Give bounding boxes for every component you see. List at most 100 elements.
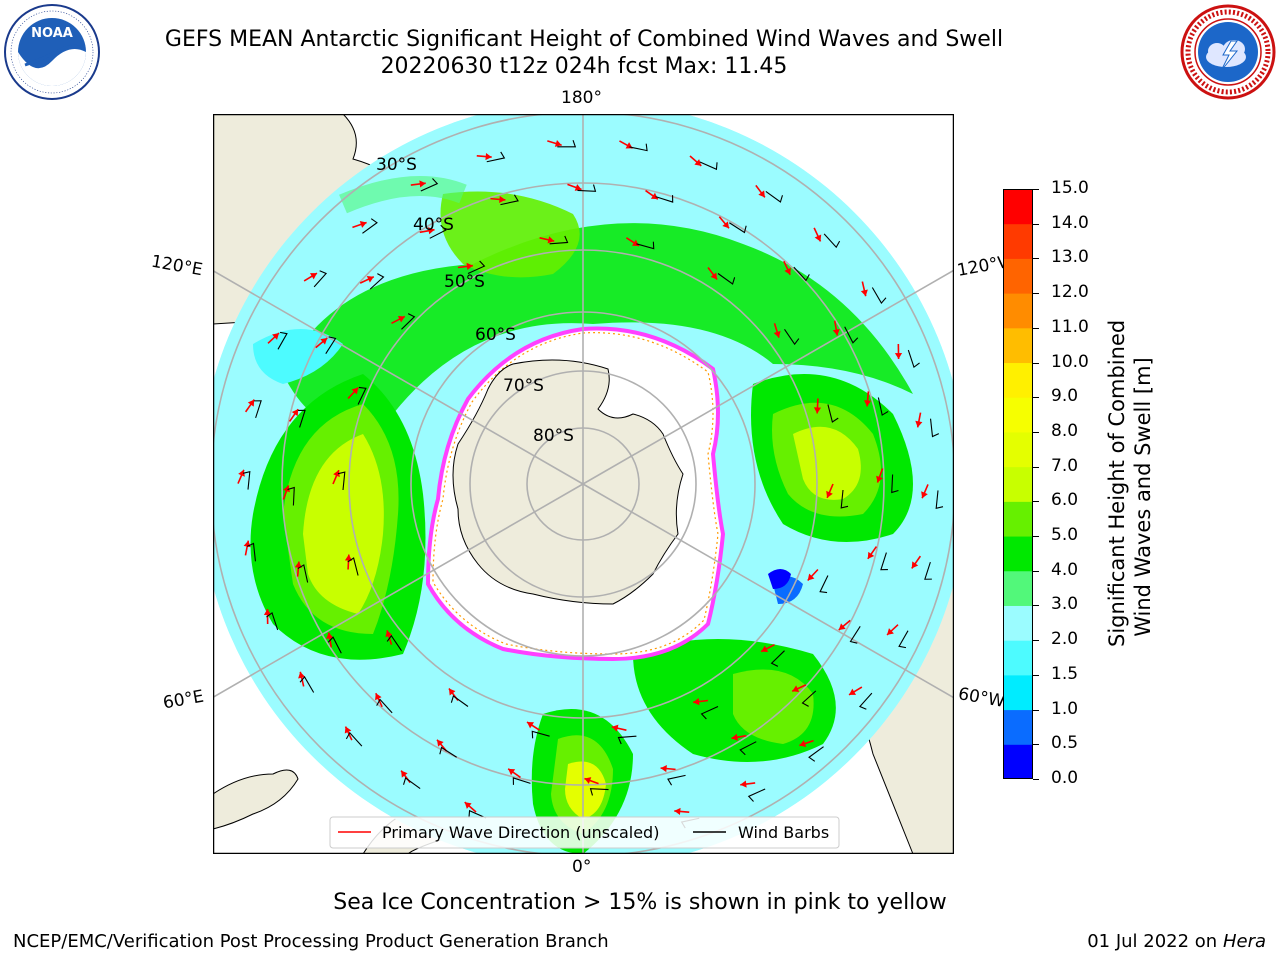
wind-barb bbox=[313, 270, 328, 288]
colorbar-band bbox=[1003, 327, 1033, 364]
wind-barb bbox=[877, 397, 889, 416]
wave-arrow-head bbox=[263, 608, 272, 616]
wind-barb bbox=[898, 630, 909, 649]
lat-label-40s: 40°S bbox=[413, 215, 454, 235]
wave-arrow-head bbox=[427, 227, 435, 235]
wave-arrow-head bbox=[863, 400, 872, 407]
wind-barb bbox=[327, 636, 342, 654]
colorbar-tick-mark bbox=[1033, 501, 1039, 503]
wind-barb bbox=[808, 746, 824, 762]
wave-arrow-head bbox=[921, 491, 928, 499]
colorbar-tick-mark bbox=[1033, 258, 1039, 260]
lat-label-80s: 80°S bbox=[533, 426, 574, 446]
colorbar-tick-label: 0.0 bbox=[1051, 768, 1079, 788]
wind-barb bbox=[784, 328, 800, 346]
colorbar-tick-label: 14.0 bbox=[1051, 212, 1089, 233]
wave-arrow-head bbox=[792, 685, 800, 692]
wind-barb bbox=[486, 151, 506, 163]
wind-barb bbox=[827, 404, 839, 423]
colorbar-band bbox=[1003, 431, 1033, 468]
wind-barb bbox=[729, 222, 747, 234]
wave-arrow-head bbox=[309, 273, 317, 280]
wind-barb bbox=[299, 675, 315, 693]
wind-barb bbox=[557, 139, 577, 148]
noaa-logo: NOAA bbox=[4, 4, 100, 100]
wind-barb bbox=[891, 474, 899, 494]
wave-arrow-head bbox=[385, 630, 393, 638]
colorbar-title-line2: Wind Waves and Swell [m] bbox=[1131, 357, 1155, 637]
colorbar-tick-label: 4.0 bbox=[1051, 559, 1079, 580]
map-frame bbox=[213, 114, 954, 854]
wave-arrow-head bbox=[674, 807, 681, 816]
wave-arrow-head bbox=[813, 407, 822, 414]
wave-arrow-head bbox=[693, 698, 700, 706]
wind-barb bbox=[401, 313, 416, 330]
wind-barb bbox=[739, 741, 757, 756]
colorbar-tick-mark bbox=[1033, 189, 1039, 190]
wave-arrows bbox=[237, 140, 929, 816]
colorbar-tick-label: 3.0 bbox=[1051, 594, 1079, 615]
wave-arrow-head bbox=[464, 802, 472, 809]
wind-barb bbox=[924, 561, 932, 580]
wind-barb bbox=[801, 690, 817, 707]
wind-barb bbox=[386, 634, 402, 652]
colorbar-band bbox=[1003, 570, 1033, 606]
wind-barb bbox=[347, 557, 359, 576]
wave-arrow-head bbox=[814, 234, 822, 242]
wave-arrow-head bbox=[508, 768, 516, 776]
wind-barb bbox=[345, 731, 363, 747]
legend-wave-label: Primary Wave Direction (unscaled) bbox=[382, 823, 659, 842]
wave-arrow-head bbox=[359, 221, 367, 228]
polar-map: 30°S 40°S 50°S 60°S 70°S 80°S Primary Wa… bbox=[213, 114, 954, 854]
wind-barb bbox=[500, 194, 519, 206]
wave-arrow-head bbox=[526, 722, 534, 729]
colorbar-tick-mark bbox=[1033, 466, 1039, 468]
wind-barb bbox=[468, 809, 487, 819]
wave-arrow-head bbox=[722, 221, 729, 229]
wind-barb bbox=[297, 564, 309, 583]
wind-barb bbox=[871, 287, 887, 305]
colorbar-band bbox=[1003, 640, 1033, 676]
wave-arrow-head bbox=[740, 780, 747, 788]
map-subtitle: 20220630 t12z 024h fcst Max: 11.45 bbox=[380, 54, 788, 79]
wave-arrow-head bbox=[773, 330, 781, 338]
legend-wind-label: Wind Barbs bbox=[738, 823, 829, 842]
wave-arrow-head bbox=[915, 420, 923, 428]
wind-barb bbox=[770, 650, 785, 667]
lon-label-120e: 120°E bbox=[149, 251, 205, 281]
wave-arrow-head bbox=[351, 387, 359, 395]
wave-arrow-head bbox=[887, 628, 894, 635]
lon-label-60w: 60°W bbox=[956, 684, 1007, 712]
nws-logo bbox=[1180, 4, 1276, 100]
wave-arrow-head bbox=[247, 399, 255, 407]
colorbar-band bbox=[1003, 501, 1033, 537]
wave-arrow-head bbox=[291, 409, 299, 417]
wind-barb bbox=[577, 184, 597, 192]
wave-arrow-head bbox=[650, 192, 658, 200]
wave-arrow-head bbox=[401, 770, 408, 778]
colorbar-band bbox=[1003, 362, 1033, 398]
wave-arrow-head bbox=[238, 469, 245, 477]
colorbar-tick-label: 1.0 bbox=[1051, 698, 1079, 719]
wave-arrow-head bbox=[894, 352, 903, 360]
colorbar-tick-mark bbox=[1033, 640, 1039, 642]
wind-barb bbox=[337, 471, 346, 491]
colorbar-band bbox=[1003, 674, 1033, 711]
wave-arrow-head bbox=[611, 724, 619, 732]
colorbar-tick-mark bbox=[1033, 431, 1039, 433]
wave-arrow-head bbox=[298, 671, 306, 679]
colorbar-title-line1: Significant Height of Combined bbox=[1105, 319, 1129, 647]
footer-date-text: 01 Jul 2022 on bbox=[1087, 931, 1223, 952]
colorbar-band bbox=[1003, 466, 1033, 502]
colorbar-tick-mark bbox=[1033, 779, 1039, 780]
wave-arrow-head bbox=[397, 315, 405, 323]
wind-barb bbox=[287, 486, 295, 506]
wind-barb bbox=[793, 266, 810, 282]
wind-barb bbox=[467, 260, 486, 274]
wind-barb bbox=[450, 695, 469, 707]
wave-arrow-head bbox=[547, 236, 555, 244]
colorbar-tick-mark bbox=[1033, 570, 1039, 572]
wind-barb bbox=[439, 746, 457, 758]
wind-barb bbox=[403, 777, 421, 790]
colorbar-tick-mark bbox=[1033, 536, 1039, 538]
